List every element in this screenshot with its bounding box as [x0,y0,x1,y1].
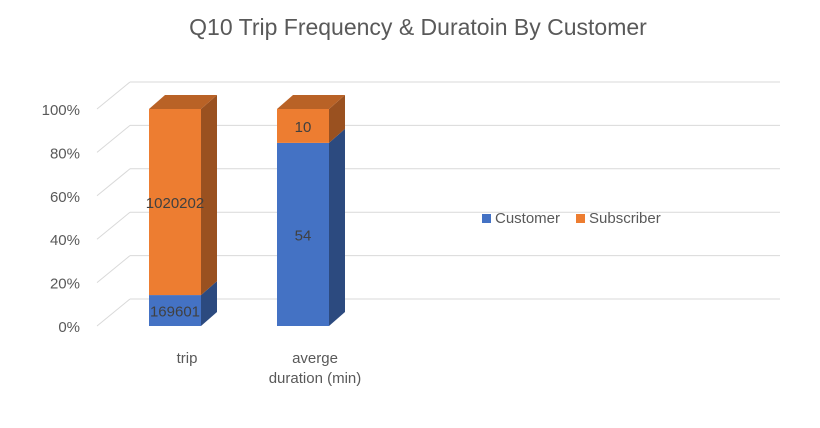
bar-top [149,95,217,109]
y-tick-label: 40% [50,232,80,249]
y-tick-label: 100% [42,102,80,119]
bars: 169601 1020202 54 10 [146,95,345,326]
bar-top [277,95,345,109]
bar-side [329,128,345,326]
data-label: 54 [295,227,312,244]
bar-front [149,109,201,296]
bar-segment-customer: 54 [277,128,345,326]
bar-side [201,281,217,326]
gridlines [96,81,780,327]
gridline-side [96,255,131,283]
bar-segment-subscriber: 10 [277,95,345,143]
bar-segment-customer: 169601 [149,281,217,326]
legend-swatch-subscriber [576,214,586,223]
legend-item-subscriber: Subscriber [576,210,661,227]
x-category-label: trip [177,350,198,367]
bar-side [201,95,217,296]
y-tick-label: 20% [50,276,80,293]
legend-label-customer: Customer [495,210,561,227]
bar-front [277,142,329,326]
gridline-side [96,211,131,240]
legend-label-subscriber: Subscriber [589,210,661,227]
gridline-side [96,298,131,327]
x-axis-categories: trip averge duration (min) [177,350,362,387]
gridline-side [96,125,131,153]
legend-item-customer: Customer [482,210,560,227]
x-category-label: averge [292,350,338,367]
bar-front [149,295,201,326]
legend: Customer Subscriber [482,210,661,227]
data-label: 10 [295,119,312,136]
y-tick-label: 80% [50,145,80,162]
y-axis-ticks: 0% 20% 40% 60% 80% 100% [42,102,80,336]
bar-front [277,109,329,143]
y-tick-label: 60% [50,189,80,206]
chart-title: Q10 Trip Frequency & Duratoin By Custome… [189,14,647,40]
legend-swatch-customer [482,214,491,223]
bar-side [329,95,345,143]
gridline-side [96,168,131,197]
data-label: 169601 [150,304,200,321]
x-category-label: duration (min) [269,370,362,387]
data-label: 1020202 [146,195,204,212]
y-tick-label: 0% [58,319,80,336]
bar-segment-subscriber: 1020202 [146,95,217,296]
gridline-side [96,81,131,110]
